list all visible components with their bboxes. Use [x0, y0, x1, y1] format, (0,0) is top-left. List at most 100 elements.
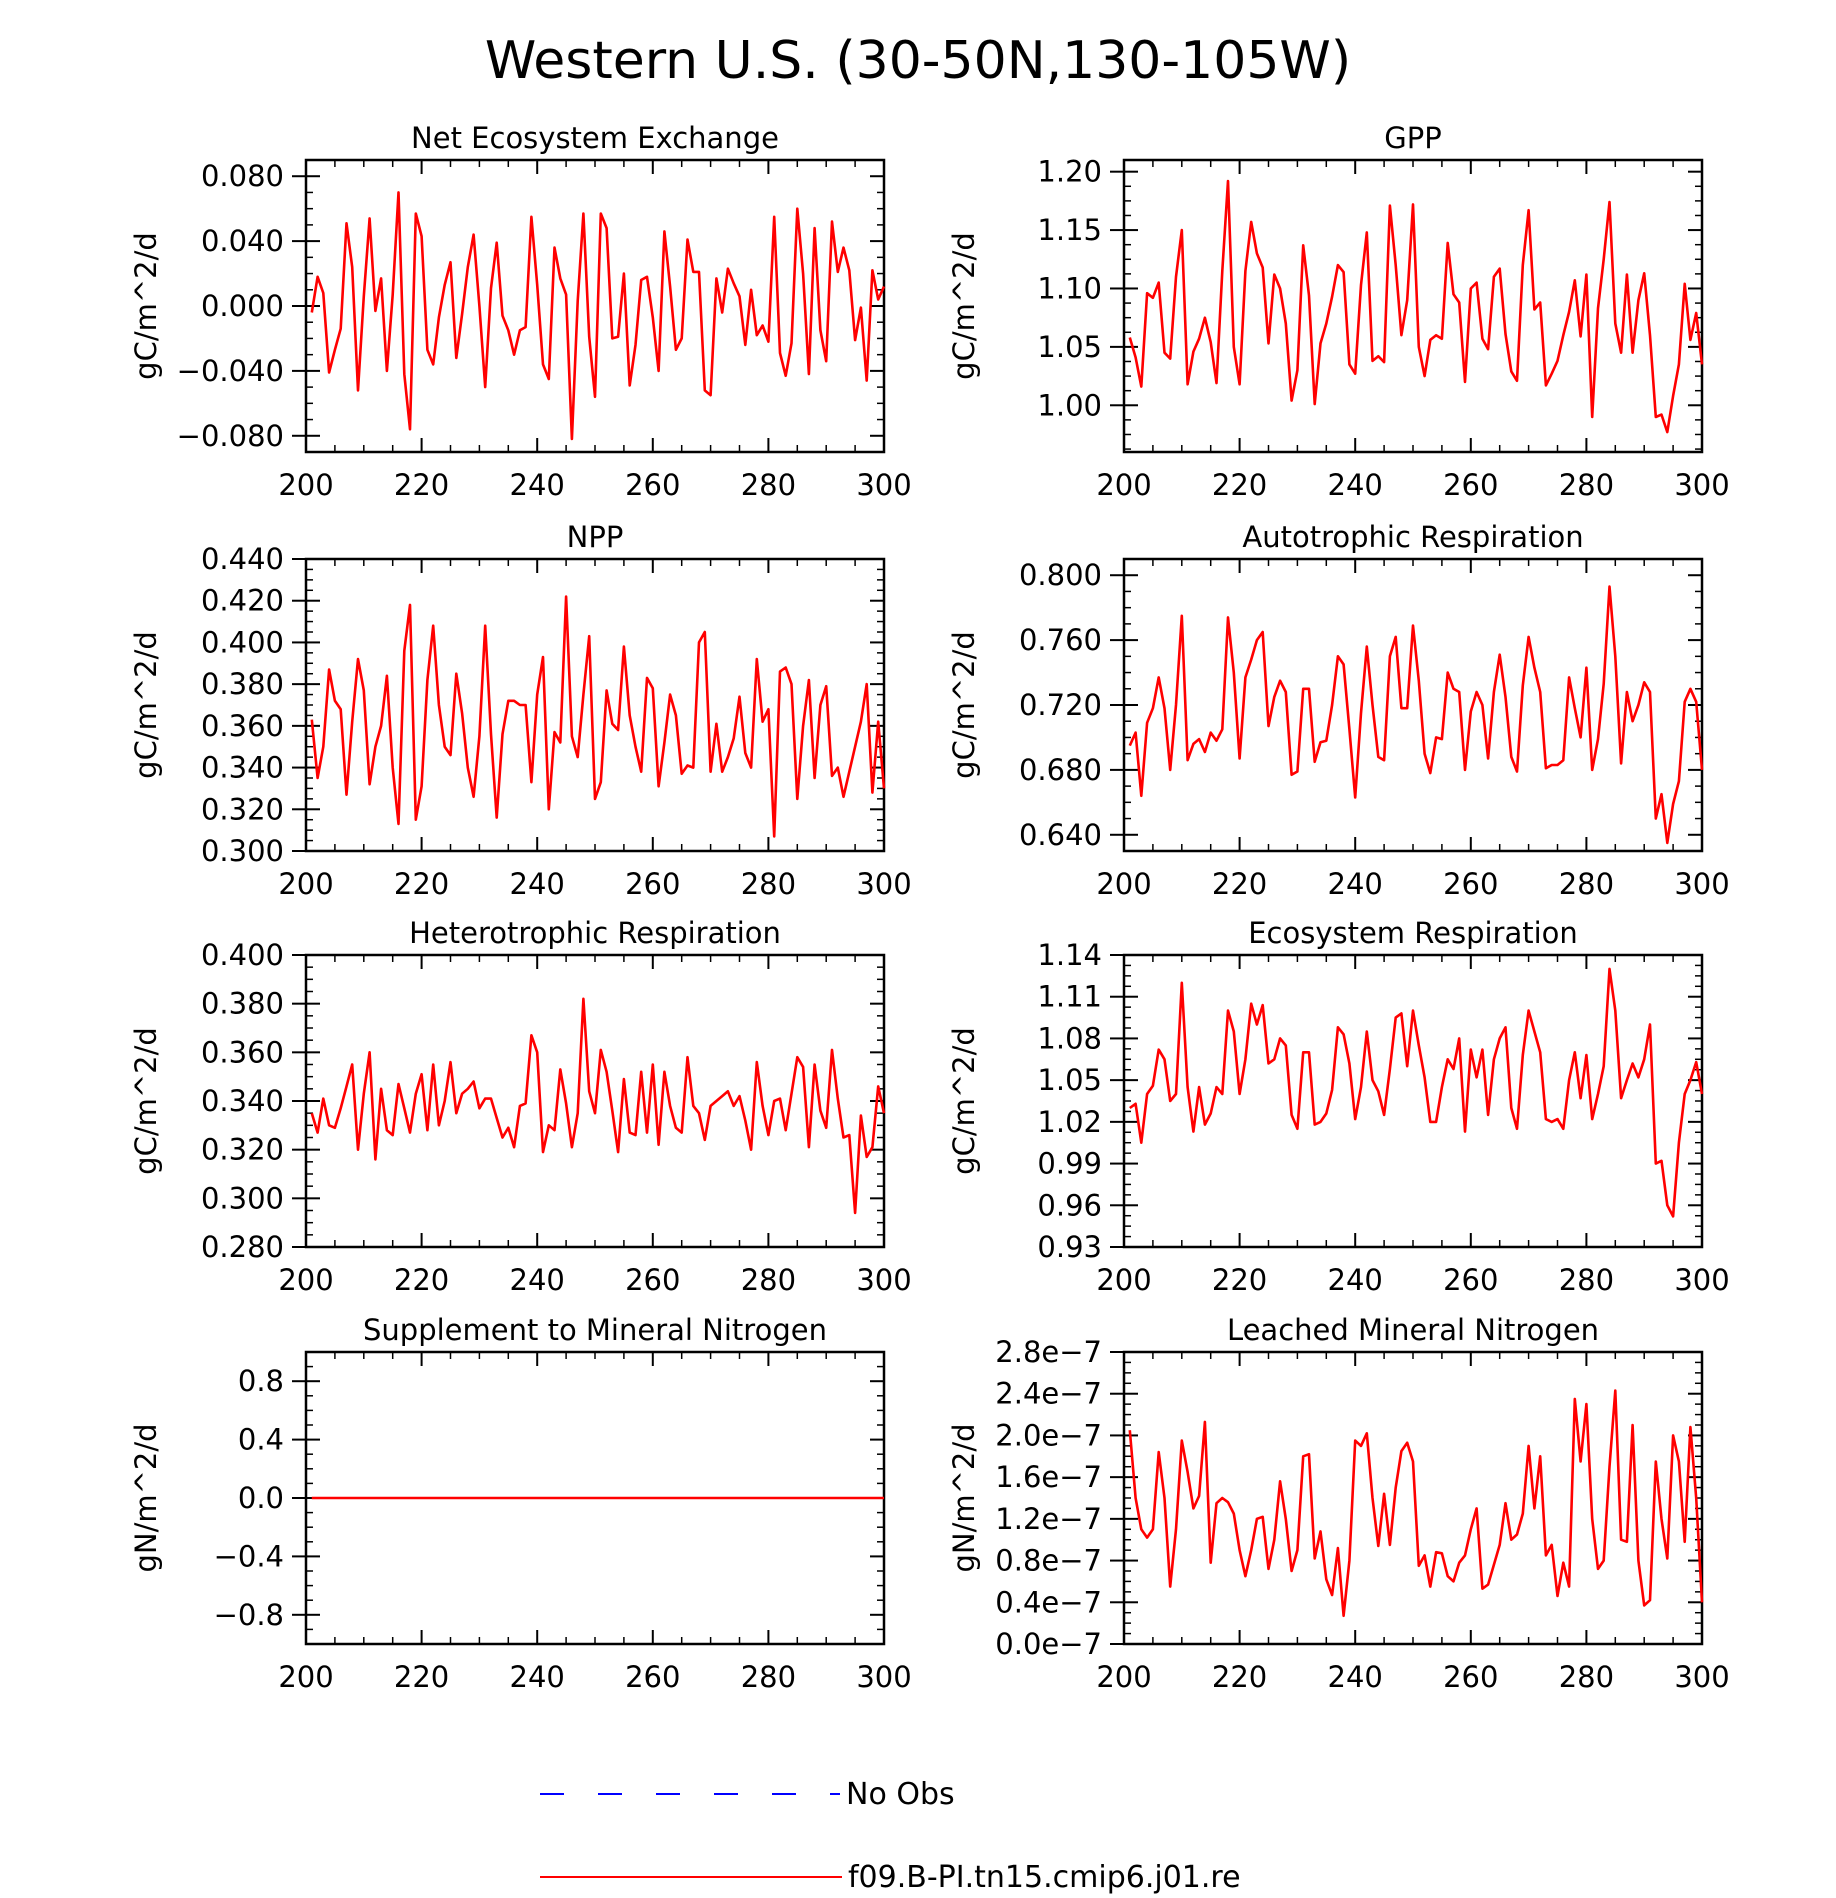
panel-ecosystem-respiration: Ecosystem Respiration gC/m^2/d 200 220 240 26… [947, 916, 1730, 1297]
panel-heterotrophic-respiration: Heterotrophic Respiration gC/m^2/d 200 220 2… [129, 916, 912, 1297]
panel-gpp: GPP gC/m^2/d 200 220 240 260 280 300 1.00 1.05 1.1… [947, 121, 1730, 502]
x-tick-label: 240 [510, 1660, 565, 1694]
y-tick-label: 0.720 [1019, 688, 1102, 722]
x-tick-label: 200 [1096, 1660, 1151, 1694]
y-tick-label: 0.340 [201, 751, 284, 785]
main-title: Western U.S. (30-50N,130-105W) [485, 31, 1351, 91]
x-tick-label: 280 [741, 1263, 796, 1297]
x-tick-label: 220 [394, 1263, 449, 1297]
x-tick-label: 300 [1674, 867, 1729, 901]
x-tick-label: 280 [741, 1660, 796, 1694]
x-tick-label: 260 [625, 867, 680, 901]
x-tick-label: 200 [1096, 1263, 1151, 1297]
x-tick-label: 280 [1559, 1660, 1614, 1694]
x-tick-label: 300 [856, 1660, 911, 1694]
panel-autotrophic-respiration: Autotrophic Respiration gC/m^2/d 200 220 240… [947, 520, 1730, 901]
x-tick-label: 240 [1328, 867, 1383, 901]
y-tick-label: 1.14 [1037, 938, 1102, 972]
panel-title: Supplement to Mineral Nitrogen [363, 1313, 827, 1347]
x-tick-label: 280 [741, 468, 796, 502]
x-tick-label: 220 [394, 1660, 449, 1694]
panel-title: Autotrophic Respiration [1242, 520, 1583, 554]
y-axis-label: gC/m^2/d [947, 1027, 981, 1175]
x-tick-label: 260 [1443, 867, 1498, 901]
y-tick-label: 0.99 [1037, 1147, 1102, 1181]
series-line [1129, 967, 1704, 1218]
x-tick-label: 300 [1674, 1263, 1729, 1297]
x-tick-label: 260 [625, 1263, 680, 1297]
x-tick-label: 220 [1212, 1263, 1267, 1297]
y-tick-label: 1.20 [1037, 155, 1102, 189]
y-tick-label: −0.040 [177, 354, 284, 388]
series-line [1128, 179, 1704, 434]
x-tick-label: 200 [278, 1263, 333, 1297]
legend-model-label: f09.B-PI.tn15.cmip6.j01.re [848, 1860, 1241, 1895]
y-tick-label: 0.360 [201, 1035, 284, 1069]
x-tick-label: 200 [1096, 468, 1151, 502]
x-tick-label: 300 [856, 468, 911, 502]
x-tick-label: 220 [394, 867, 449, 901]
x-tick-label: 280 [1559, 1263, 1614, 1297]
panel-npp: NPP gC/m^2/d 200 220 240 260 280 300 0.300 0.320 0… [129, 520, 912, 901]
panel-title: NPP [567, 520, 624, 554]
x-tick-label: 240 [1328, 1660, 1383, 1694]
x-tick-label: 240 [510, 1263, 565, 1297]
y-tick-label: 0.0e−7 [995, 1627, 1102, 1661]
y-axis-label: gN/m^2/d [129, 1423, 163, 1572]
y-tick-label: 0.380 [201, 987, 284, 1021]
y-tick-label: −0.4 [214, 1539, 284, 1573]
x-tick-label: 300 [856, 867, 911, 901]
y-tick-label: 1.11 [1037, 980, 1102, 1014]
y-tick-label: 1.05 [1037, 1063, 1102, 1097]
x-tick-label: 300 [1674, 468, 1729, 502]
x-tick-label: 220 [1212, 1660, 1267, 1694]
y-tick-label: 0.080 [201, 159, 284, 193]
y-tick-label: 2.4e−7 [995, 1377, 1102, 1411]
y-tick-label: 0.380 [201, 667, 284, 701]
panel-title: Heterotrophic Respiration [409, 916, 781, 950]
x-tick-label: 220 [1212, 468, 1267, 502]
series-line [310, 595, 886, 838]
y-tick-label: 0.93 [1037, 1230, 1102, 1264]
x-tick-label: 260 [1443, 468, 1498, 502]
y-tick-label: 0.680 [1019, 753, 1102, 787]
y-tick-label: 0.360 [201, 709, 284, 743]
x-tick-label: 240 [510, 468, 565, 502]
series-line [1128, 1389, 1704, 1618]
x-tick-label: 300 [1674, 1660, 1729, 1694]
x-tick-label: 260 [1443, 1263, 1498, 1297]
x-tick-label: 220 [394, 468, 449, 502]
y-axis-label: gC/m^2/d [129, 232, 163, 380]
y-tick-label: 0.4e−7 [995, 1585, 1102, 1619]
panel-supplement-to-mineral-nitrogen: Supplement to Mineral Nitrogen gN/m^2/d 20… [129, 1313, 912, 1694]
panel-net-ecosystem-exchange: Net Ecosystem Exchange gC/m^2/d 200 220 240 2… [129, 121, 912, 502]
y-tick-label: 0.320 [201, 792, 284, 826]
y-tick-label: 2.8e−7 [995, 1335, 1102, 1369]
x-tick-label: 240 [510, 867, 565, 901]
y-tick-label: 1.2e−7 [995, 1502, 1102, 1536]
series-line [1128, 585, 1704, 845]
y-axis-label: gC/m^2/d [947, 631, 981, 779]
y-tick-label: 1.00 [1037, 388, 1102, 422]
x-tick-label: 200 [1096, 867, 1151, 901]
y-tick-label: 0.420 [201, 584, 284, 618]
panel-title: Net Ecosystem Exchange [411, 121, 779, 155]
y-tick-label: 0.320 [201, 1133, 284, 1167]
x-tick-label: 200 [278, 867, 333, 901]
panel-title: GPP [1384, 121, 1441, 155]
panel-title: Leached Mineral Nitrogen [1227, 1313, 1599, 1347]
y-axis-label: gN/m^2/d [947, 1423, 981, 1572]
x-tick-label: 200 [278, 1660, 333, 1694]
y-axis-label: gC/m^2/d [947, 232, 981, 380]
y-tick-label: 0.440 [201, 542, 284, 576]
y-tick-label: 0.4 [238, 1423, 284, 1457]
y-axis-label: gC/m^2/d [129, 631, 163, 779]
y-tick-label: 0.300 [201, 834, 284, 868]
legend: No Obs f09.B-PI.tn15.cmip6.j01.re [540, 1777, 1241, 1895]
x-tick-label: 280 [741, 867, 796, 901]
x-tick-label: 260 [625, 468, 680, 502]
y-tick-label: 0.340 [201, 1084, 284, 1118]
y-tick-label: 0.8 [238, 1364, 284, 1398]
y-axis-label: gC/m^2/d [129, 1027, 163, 1175]
